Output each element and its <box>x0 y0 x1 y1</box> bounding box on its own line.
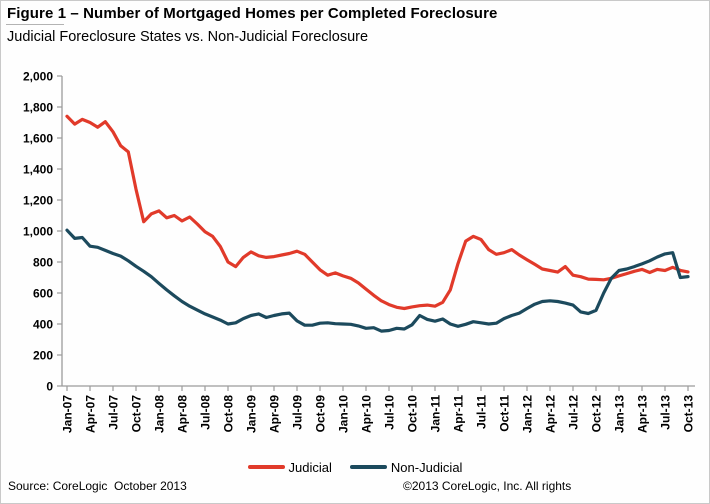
page-subtitle: Judicial Foreclosure States vs. Non-Judi… <box>7 29 369 45</box>
x-tick-label: Oct-09 <box>314 395 328 433</box>
foreclosure-line-chart: 0 200 400 600 800 1,000 1,200 1,400 1,600 1,800 2,… <box>23 70 696 434</box>
x-tick-label: Apr-09 <box>268 395 282 433</box>
y-tick-label: 1,600 <box>23 132 53 146</box>
footer-source: Source: CoreLogic October 2013 <box>8 479 187 493</box>
x-tick-label: Jul-07 <box>107 395 121 430</box>
page-title: Figure 1 – Number of Mortgaged Homes per… <box>7 5 498 22</box>
x-tick-label: Apr-13 <box>636 395 650 433</box>
x-tick-label: Apr-08 <box>176 395 190 433</box>
x-tick-label: Jan-08 <box>153 395 167 433</box>
x-tick-label: Oct-12 <box>590 395 604 433</box>
x-tick-label: Apr-12 <box>544 395 558 433</box>
x-tick-label: Oct-11 <box>498 395 512 432</box>
non-judicial-line-swatch <box>349 465 387 469</box>
y-tick-label: 1,000 <box>23 225 53 239</box>
legend-item-judicial: Judicial <box>247 459 332 475</box>
y-tick-label: 800 <box>33 256 53 270</box>
footer-copyright: ©2013 CoreLogic, Inc. All rights <box>403 479 572 493</box>
x-tick-label: Apr-07 <box>84 395 98 433</box>
y-tick-label: 1,200 <box>23 194 53 208</box>
x-tick-label: Jan-13 <box>613 395 627 433</box>
x-tick-label: Jan-10 <box>337 395 351 433</box>
x-tick-label: Jan-12 <box>521 395 535 433</box>
x-tick-label: Oct-08 <box>222 395 236 433</box>
x-tick-label: Jul-11 <box>475 395 489 429</box>
y-tick-label: 2,000 <box>23 70 53 84</box>
legend-label-non-judicial: Non-Judicial <box>390 459 463 475</box>
x-tick-label: Jul-13 <box>659 395 673 430</box>
judicial-series-line <box>65 114 690 311</box>
legend-item-non-judicial: Non-Judicial <box>349 459 463 475</box>
legend-label-judicial: Judicial <box>288 459 332 475</box>
y-tick-label: 600 <box>33 287 53 301</box>
x-tick-label: Jan-09 <box>245 395 259 433</box>
y-tick-label: 1,800 <box>23 101 53 115</box>
x-tick-label: Oct-13 <box>682 395 696 433</box>
x-tick-label: Jul-08 <box>199 395 213 430</box>
x-tick-label: Oct-07 <box>130 395 144 433</box>
judicial-line-swatch <box>247 465 285 469</box>
title-underline <box>6 24 64 25</box>
x-tick-label: Apr-10 <box>360 395 374 433</box>
x-tick-label: Jul-09 <box>291 395 305 430</box>
x-tick-label: Apr-11 <box>452 395 466 433</box>
non-judicial-series-line <box>65 228 690 333</box>
x-tick-label: Oct-10 <box>406 395 420 433</box>
x-tick-label: Jan-07 <box>61 395 75 433</box>
x-tick-label: Jul-12 <box>567 395 581 430</box>
y-tick-label: 0 <box>46 380 53 394</box>
y-tick-label: 400 <box>33 318 53 332</box>
x-tick-label: Jan-11 <box>429 395 443 433</box>
chart-legend: Judicial Non-Judicial <box>1 458 709 476</box>
y-tick-label: 200 <box>33 349 53 363</box>
y-tick-label: 1,400 <box>23 163 53 177</box>
x-tick-label: Jul-10 <box>383 395 397 430</box>
